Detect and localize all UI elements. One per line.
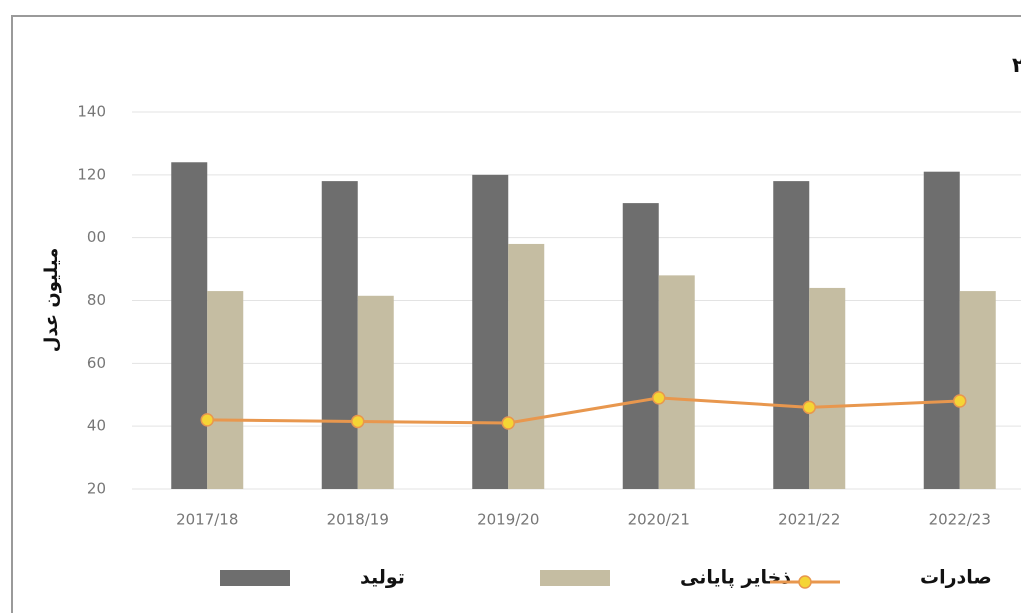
bar xyxy=(622,203,659,489)
line-marker xyxy=(501,416,515,430)
line xyxy=(207,396,960,425)
x-tick-label: 2018/19 xyxy=(327,511,389,529)
frame xyxy=(11,15,1021,613)
legend-label: تولید xyxy=(360,567,405,589)
line-marker xyxy=(200,413,214,427)
y-tick-label: 00 xyxy=(87,228,106,246)
x-tick-label: 2021/22 xyxy=(778,511,840,529)
bar xyxy=(207,291,244,489)
bar xyxy=(658,275,695,489)
x-tick-label: 2022/23 xyxy=(929,511,991,529)
bar xyxy=(357,295,394,489)
bar xyxy=(773,181,810,489)
y-axis-label: میلیون عدل xyxy=(41,248,62,352)
bar xyxy=(472,174,509,490)
bar xyxy=(321,181,358,489)
bar xyxy=(809,287,846,489)
x-tick-label: 2020/21 xyxy=(628,511,690,529)
chart-title: پیش بینی جهانی تجارت پنبه در سال ۲۰۲۳/۲۰… xyxy=(1012,52,1021,77)
legend-label: صادرات xyxy=(920,567,992,589)
bar xyxy=(959,291,996,489)
y-tick-label: 120 xyxy=(77,165,106,183)
x-tick-label: 2017/18 xyxy=(176,511,238,529)
y-tick-label: 60 xyxy=(87,354,106,372)
legend-swatch xyxy=(220,570,290,586)
bar xyxy=(508,243,545,489)
y-tick-label: 20 xyxy=(87,480,106,498)
line-marker xyxy=(802,400,816,415)
legend-swatch xyxy=(540,570,610,586)
bar xyxy=(171,162,208,489)
legend-marker xyxy=(798,575,812,589)
line-marker xyxy=(953,394,967,408)
y-tick-label: 140 xyxy=(77,103,106,121)
line-marker xyxy=(652,391,666,405)
x-tick-label: 2019/20 xyxy=(477,511,539,529)
legend-label: ذخایر پایانی xyxy=(680,567,791,589)
y-tick-label: 40 xyxy=(87,417,106,435)
bar xyxy=(923,171,960,490)
y-tick-label: 80 xyxy=(87,291,106,309)
line-marker xyxy=(351,414,365,429)
